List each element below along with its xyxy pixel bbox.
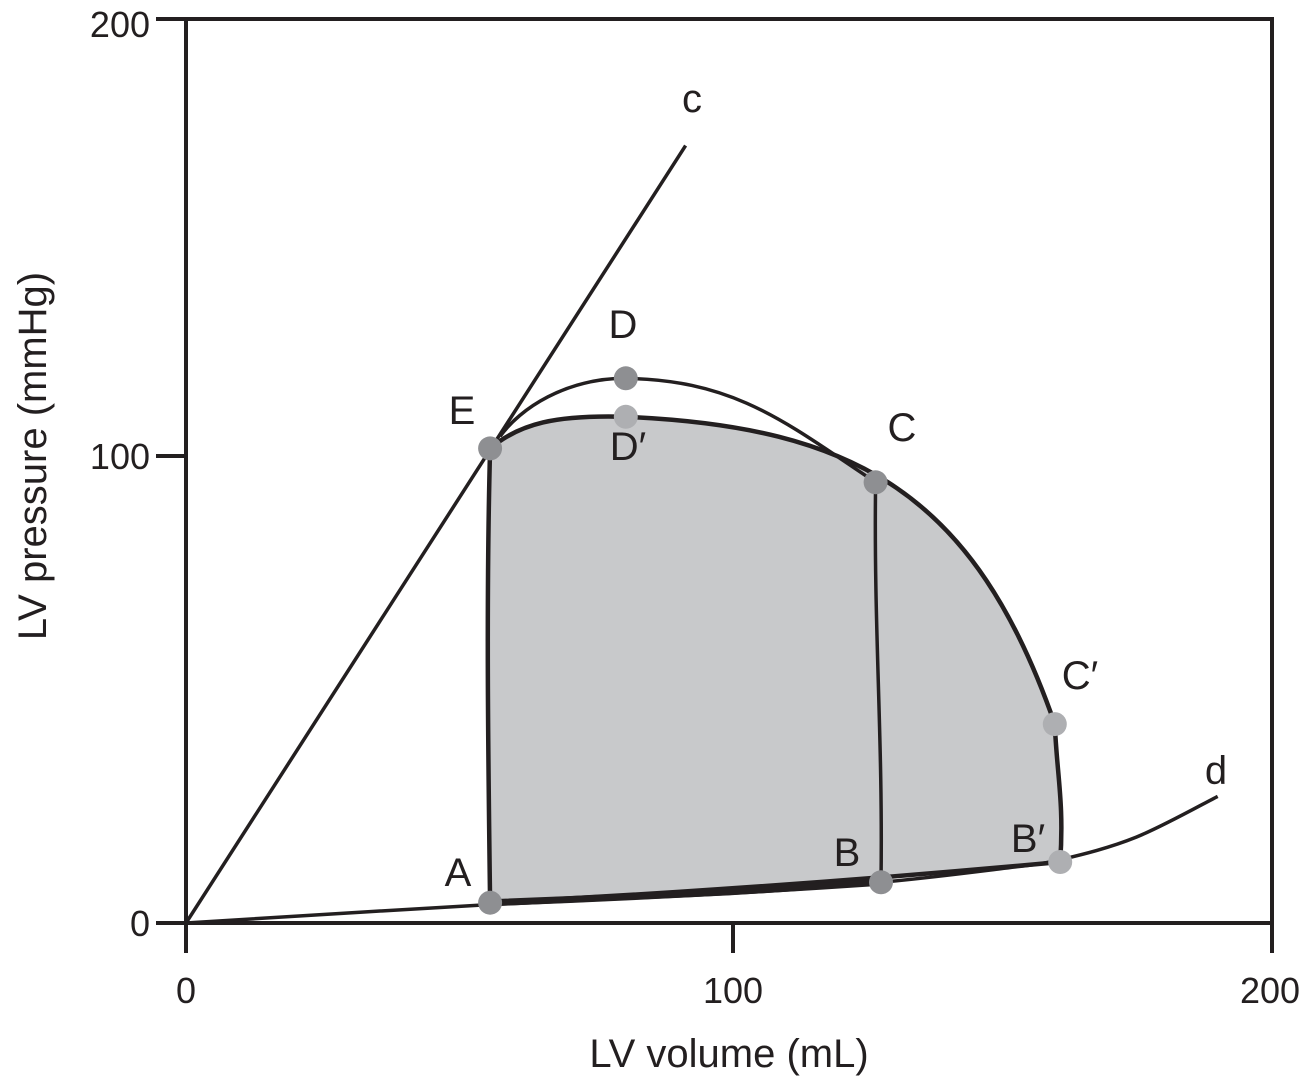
- filling-segment-thick: [489, 878, 882, 907]
- line-c: [184, 144, 688, 924]
- point-label-B: B: [834, 831, 861, 875]
- y-tick-label-200: 200: [90, 4, 150, 45]
- point-D-prime: [613, 404, 638, 429]
- line-c-label: c: [682, 77, 702, 121]
- point-A: [478, 890, 503, 915]
- point-E: [478, 436, 503, 461]
- point-label-A: A: [445, 851, 472, 895]
- point-B-prime: [1048, 850, 1073, 874]
- y-tick-label-0: 0: [130, 903, 150, 944]
- point-label-B-prime: B′: [1011, 817, 1045, 861]
- shaded-loop-area: [487, 416, 1062, 903]
- point-label-D: D: [609, 303, 638, 347]
- point-D: [613, 366, 638, 391]
- y-tick-label-100: 100: [90, 436, 150, 477]
- point-C-prime: [1042, 712, 1067, 737]
- point-B: [869, 870, 893, 895]
- plot-frame: [184, 17, 1274, 925]
- x-axis-label: LV volume (mL): [589, 1032, 868, 1076]
- x-tick-label-200: 200: [1240, 970, 1300, 1011]
- point-C: [863, 470, 888, 495]
- point-label-D-prime: D′: [610, 425, 646, 469]
- y-axis-label: LV pressure (mmHg): [11, 272, 55, 640]
- x-tick-label-0: 0: [176, 970, 196, 1011]
- point-label-C-prime: C′: [1062, 654, 1098, 698]
- point-label-C: C: [888, 406, 917, 450]
- x-tick-label-100: 100: [703, 970, 763, 1011]
- line-d-label: d: [1205, 749, 1227, 793]
- point-label-E: E: [449, 389, 476, 433]
